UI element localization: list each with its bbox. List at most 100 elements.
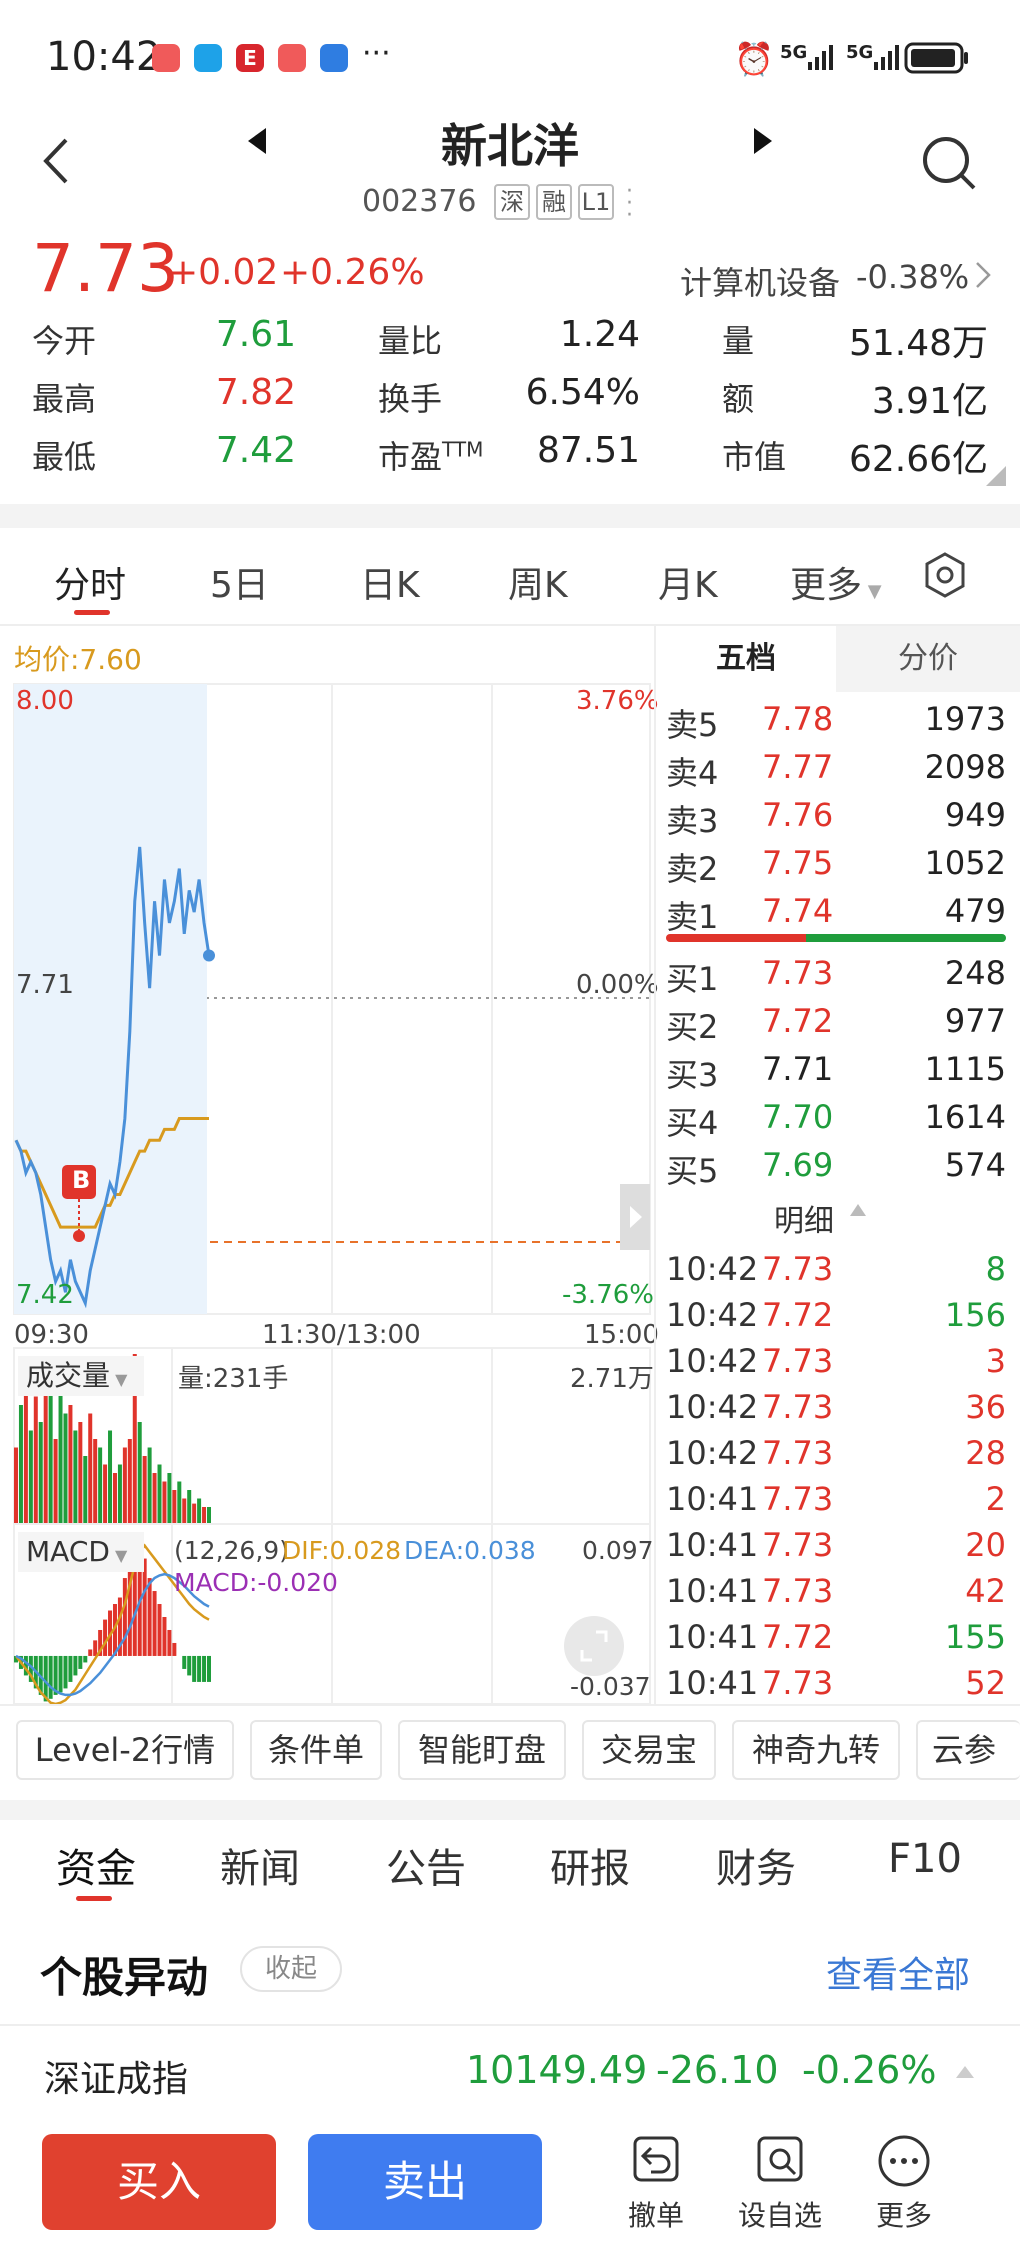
macd-indicator-select[interactable]: MACD ▼ — [18, 1532, 144, 1572]
stat-label: 今开 — [32, 322, 97, 360]
tab-monthly-k[interactable]: 月K — [658, 565, 718, 606]
macd-bar — [112, 1604, 117, 1656]
prev-stock-icon[interactable] — [244, 124, 270, 162]
volume-bar — [38, 1422, 43, 1524]
buy-button[interactable]: 买入 — [42, 2134, 276, 2230]
tool-smart-watch[interactable]: 智能盯盘 — [398, 1720, 566, 1780]
tool-cloud-ref[interactable]: 云参 — [916, 1720, 1020, 1780]
macd-bar — [172, 1642, 177, 1656]
tab-news[interactable]: 新闻 — [220, 1846, 300, 1892]
x-end-label: 15:00 — [584, 1320, 659, 1350]
tab-five-levels[interactable]: 五档 — [716, 641, 776, 676]
chevron-right-icon[interactable] — [974, 260, 992, 294]
ask-row[interactable]: 卖1 7.74 479 — [666, 892, 1006, 936]
volume-indicator-select[interactable]: 成交量 ▼ — [18, 1356, 144, 1396]
volume-bar — [127, 1439, 132, 1524]
volume-bar — [182, 1498, 187, 1524]
volume-bar — [43, 1362, 48, 1524]
view-all-link[interactable]: 查看全部 — [826, 1955, 971, 1996]
stat-label: 量比 — [378, 322, 443, 360]
bid-row[interactable]: 买1 7.73 248 — [666, 954, 1006, 998]
tab-intraday[interactable]: 分时 — [54, 565, 127, 606]
next-stock-icon[interactable] — [750, 124, 776, 162]
tool-conditional-order[interactable]: 条件单 — [250, 1720, 382, 1780]
settings-hexagon-icon[interactable] — [920, 550, 970, 604]
caret-up-icon[interactable] — [954, 2064, 976, 2084]
caret-up-icon[interactable] — [848, 1202, 868, 1222]
stat-value: 3.91亿 — [871, 381, 988, 422]
active-tab-indicator — [76, 1896, 112, 1901]
tab-capital[interactable]: 资金 — [56, 1846, 136, 1892]
dea-value: DEA:0.038 — [404, 1536, 536, 1565]
bid-row[interactable]: 买2 7.72 977 — [666, 1002, 1006, 1046]
macd-bar — [93, 1640, 98, 1656]
tab-research[interactable]: 研报 — [550, 1846, 630, 1892]
tick-row: 10:42 7.72 156 — [666, 1296, 1006, 1334]
stat-label: 额 — [722, 380, 755, 418]
bid-row[interactable]: 买4 7.70 1614 — [666, 1098, 1006, 1142]
add-watchlist-button[interactable]: 设自选 — [730, 2134, 830, 2234]
cancel-order-button[interactable]: 撤单 — [606, 2134, 706, 2234]
back-icon[interactable] — [38, 136, 74, 190]
tab-daily-k[interactable]: 日K — [360, 565, 420, 606]
stat-label: 换手 — [378, 380, 443, 418]
x-mid-label: 11:30/13:00 — [262, 1320, 421, 1350]
bid-row[interactable]: 买3 7.71 1115 — [666, 1050, 1006, 1094]
ask-row[interactable]: 卖2 7.75 1052 — [666, 844, 1006, 888]
macd-bar — [197, 1655, 202, 1682]
volume-bars — [14, 1354, 211, 1524]
expand-corner-icon[interactable] — [986, 466, 1006, 490]
volume-max: 2.71万 — [570, 1364, 654, 1394]
bid-ask-ratio-bar-buy — [806, 934, 1006, 942]
expand-icon — [596, 1630, 608, 1642]
tab-more[interactable]: 更多 ▼ — [790, 565, 882, 606]
ask-row[interactable]: 卖5 7.78 1973 — [666, 700, 1006, 744]
macd-bar — [43, 1655, 48, 1702]
last-price-dot — [203, 949, 215, 962]
detail-header[interactable]: 明细 — [774, 1204, 834, 1239]
macd-bar — [182, 1655, 187, 1669]
ask-row[interactable]: 卖3 7.76 949 — [666, 796, 1006, 840]
more-label: 更多 — [875, 2199, 932, 2232]
index-ticker[interactable]: 深证成指 10149.49 -26.10 -0.26% — [0, 2030, 1020, 2118]
divider — [0, 504, 1020, 528]
dif-line — [15, 1543, 210, 1705]
signal-icon — [872, 42, 902, 76]
tool-magic-nine[interactable]: 神奇九转 — [732, 1720, 900, 1780]
macd-bar — [132, 1539, 137, 1656]
active-tab-indicator — [74, 610, 110, 615]
volume-bar — [63, 1413, 68, 1524]
tab-weekly-k[interactable]: 周K — [508, 565, 568, 606]
sell-button[interactable]: 卖出 — [308, 2134, 542, 2230]
volume-value: 量:231手 — [178, 1364, 289, 1394]
collapse-button[interactable]: 收起 — [240, 1946, 342, 1992]
divider — [0, 1704, 1020, 1706]
volume-bar — [98, 1447, 103, 1524]
tab-financials[interactable]: 财务 — [716, 1846, 796, 1892]
ask-row[interactable]: 卖4 7.77 2098 — [666, 748, 1006, 792]
last-price: 7.73 — [32, 230, 179, 307]
tick-row: 10:42 7.73 36 — [666, 1388, 1006, 1426]
tab-f10[interactable]: F10 — [888, 1836, 962, 1882]
index-pct: -0.26% — [802, 2048, 937, 2092]
more-button[interactable]: 更多 — [854, 2134, 954, 2234]
tool-trade-treasure[interactable]: 交易宝 — [582, 1720, 716, 1780]
tab-price-distribution[interactable]: 分价 — [836, 626, 1020, 692]
collapse-panel-handle[interactable] — [620, 1184, 650, 1250]
tick-row: 10:41 7.73 20 — [666, 1526, 1006, 1564]
bid-row[interactable]: 买5 7.69 574 — [666, 1146, 1006, 1190]
tab-announcements[interactable]: 公告 — [386, 1846, 466, 1892]
macd-bar — [98, 1629, 103, 1656]
search-icon[interactable] — [920, 134, 980, 198]
sector-name[interactable]: 计算机设备 — [680, 264, 841, 302]
stat-label: 市值 — [722, 438, 787, 476]
volume-bar — [18, 1405, 23, 1524]
bid-ask-ratio-bar-sell — [666, 934, 806, 942]
buy-marker[interactable] — [62, 1165, 96, 1199]
intraday-chart[interactable] — [0, 620, 660, 1705]
tool-level2[interactable]: Level-2行情 — [16, 1720, 234, 1780]
fullscreen-button[interactable] — [564, 1616, 624, 1676]
more-dots-icon[interactable]: · · · — [626, 179, 633, 228]
macd-bar — [63, 1655, 68, 1689]
tab-5day[interactable]: 5日 — [210, 565, 269, 606]
